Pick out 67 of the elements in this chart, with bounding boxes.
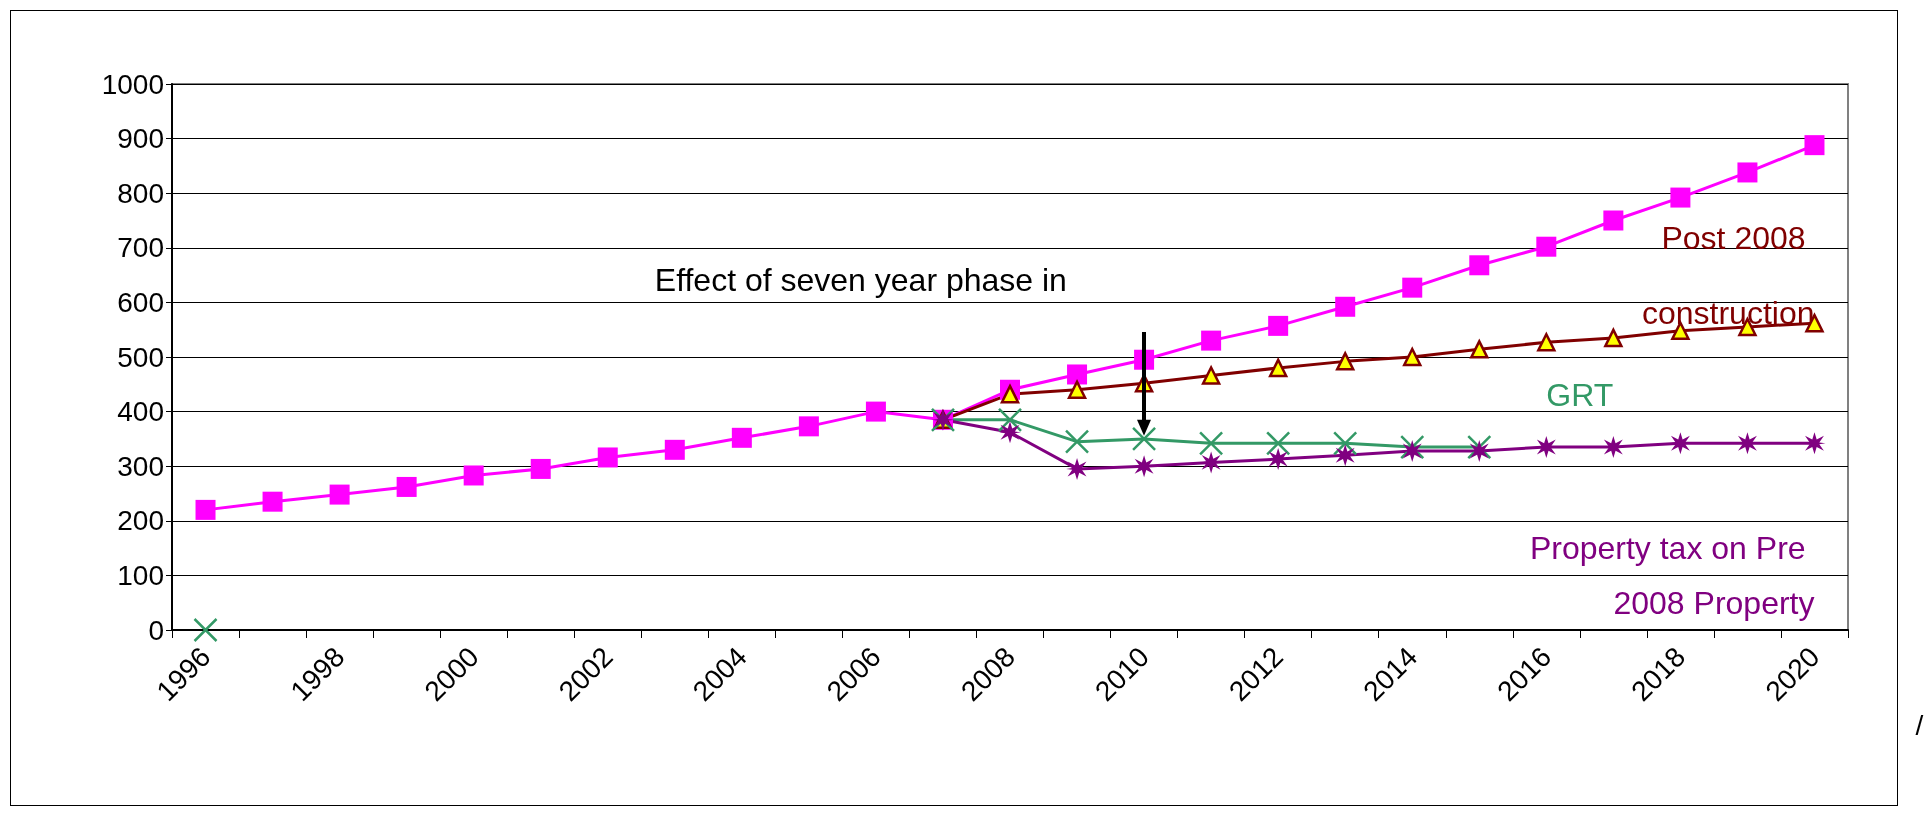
point xyxy=(1131,426,1157,452)
point xyxy=(1066,457,1089,480)
point xyxy=(195,499,216,520)
point xyxy=(1201,330,1222,351)
point xyxy=(1067,380,1087,400)
y-tick-label: 0 xyxy=(148,614,164,646)
point xyxy=(1401,439,1424,462)
point xyxy=(1535,436,1558,459)
point xyxy=(1133,455,1156,478)
point xyxy=(1201,366,1221,385)
y-tick-label: 600 xyxy=(117,286,164,318)
point xyxy=(329,484,350,505)
point xyxy=(1604,328,1623,348)
y-tick-label: 400 xyxy=(117,396,164,428)
y-tick-label: 500 xyxy=(117,341,164,373)
point xyxy=(1402,277,1423,298)
point xyxy=(1198,431,1224,456)
point xyxy=(396,476,417,497)
point xyxy=(1670,187,1691,208)
point xyxy=(1064,429,1090,454)
y-tick-label: 300 xyxy=(117,450,164,482)
text: GRT xyxy=(1546,377,1614,414)
point xyxy=(1468,439,1491,462)
point xyxy=(1268,315,1289,336)
point xyxy=(1335,352,1355,371)
point xyxy=(597,447,618,468)
y-tick-label: 900 xyxy=(117,123,164,155)
y-tick-label: 700 xyxy=(117,232,164,264)
text: Property tax on Pre 2008 Property xyxy=(1529,529,1815,621)
point xyxy=(1803,432,1826,455)
point xyxy=(1267,448,1290,471)
point xyxy=(1470,340,1489,359)
point xyxy=(1602,436,1625,459)
point xyxy=(262,491,283,512)
y-tick-label: 200 xyxy=(117,505,164,537)
point xyxy=(530,458,551,479)
point xyxy=(999,421,1021,444)
point xyxy=(1335,296,1356,317)
point xyxy=(997,407,1023,433)
point xyxy=(1804,135,1825,156)
point xyxy=(1402,347,1422,367)
point xyxy=(1736,432,1759,455)
point xyxy=(1000,384,1020,404)
point xyxy=(1268,358,1288,378)
point xyxy=(1536,236,1557,257)
point xyxy=(1469,255,1490,276)
text: / xyxy=(1915,709,1924,741)
annotation: Effect of seven year phase in xyxy=(654,262,1067,299)
point xyxy=(1537,333,1556,352)
point xyxy=(664,439,685,460)
point xyxy=(1603,210,1624,231)
y-tick-label: 100 xyxy=(117,559,164,591)
point xyxy=(1200,451,1223,474)
point xyxy=(1265,431,1291,456)
point xyxy=(1334,444,1357,467)
point xyxy=(1737,162,1758,183)
point xyxy=(731,427,752,448)
point xyxy=(1669,432,1692,455)
text: Post 2008 construction xyxy=(1641,219,1815,331)
y-tick-label: 800 xyxy=(117,177,164,209)
point xyxy=(463,465,484,486)
point xyxy=(193,617,218,643)
point xyxy=(865,401,886,422)
point xyxy=(1067,364,1088,385)
y-tick-label: 1000 xyxy=(101,68,164,100)
point xyxy=(798,416,819,437)
point xyxy=(1332,431,1358,456)
